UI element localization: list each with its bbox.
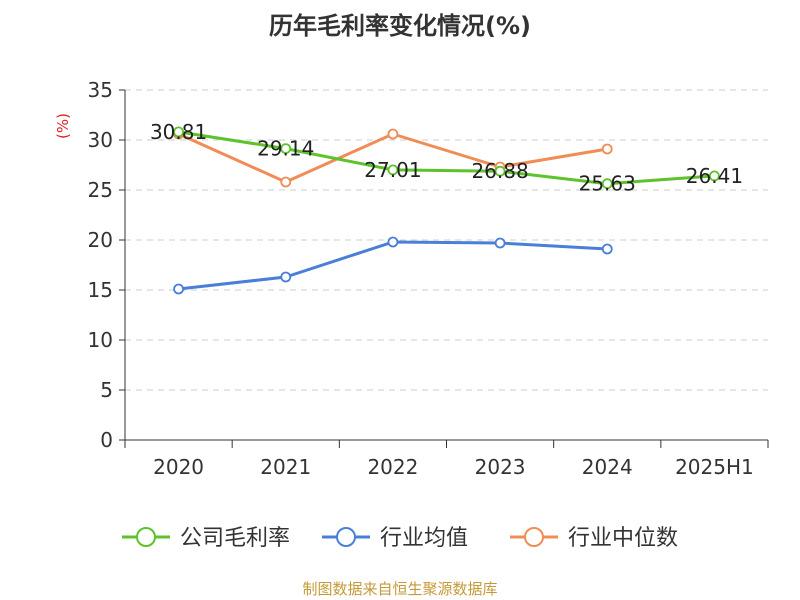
- data-point: [280, 143, 292, 155]
- y-tick-label: 35: [88, 78, 113, 102]
- y-tick-label: 0: [100, 428, 113, 452]
- x-tick-label: 2022: [367, 455, 418, 479]
- y-tick-label: 20: [88, 228, 113, 252]
- x-tick-label: 2025H1: [675, 455, 754, 479]
- chart-title: 历年毛利率变化情况(%): [269, 12, 531, 40]
- legend-label: 公司毛利率: [180, 526, 290, 551]
- data-point: [173, 283, 184, 295]
- y-tick-label: 30: [88, 128, 113, 152]
- series-line: [178, 240, 608, 291]
- data-label: 30.81: [150, 120, 207, 144]
- source-note: 制图数据来自恒生聚源数据库: [302, 580, 498, 598]
- data-label: 27.01: [364, 158, 421, 182]
- x-tick-label: 2023: [475, 455, 526, 479]
- data-point: [494, 165, 506, 177]
- x-tick-label: 2020: [153, 455, 204, 479]
- data-label: 29.14: [257, 137, 314, 161]
- y-tick-label: 15: [88, 278, 113, 302]
- data-point: [387, 164, 399, 176]
- legend-circle-icon: [336, 527, 356, 547]
- data-point: [494, 237, 506, 249]
- legend-item[interactable]: 行业中位数: [510, 526, 678, 551]
- grid-lines: [125, 89, 768, 391]
- data-label: 25.63: [579, 172, 636, 196]
- legend-circle-icon: [136, 527, 156, 547]
- data-label: 26.88: [471, 159, 528, 183]
- legend-label: 行业均值: [380, 526, 468, 551]
- legend-circle-icon: [524, 527, 544, 547]
- data-point: [387, 236, 399, 248]
- data-point: [173, 126, 184, 138]
- data-labels: 30.81 29.14 27.01 26.88 25.63 26.41: [150, 120, 743, 196]
- legend-item[interactable]: 行业均值: [322, 526, 468, 551]
- data-point: [601, 178, 613, 190]
- data-point: [280, 176, 292, 188]
- legend-label: 行业中位数: [568, 526, 678, 551]
- legend-item[interactable]: 公司毛利率: [122, 526, 290, 551]
- data-point: [601, 143, 613, 155]
- y-tick-label: 10: [88, 328, 113, 352]
- y-tick-label: 5: [100, 378, 113, 402]
- data-point: [280, 271, 292, 283]
- y-tick-label: 25: [88, 178, 113, 202]
- data-label: 26.41: [686, 164, 743, 188]
- x-tick-label: 2021: [260, 455, 311, 479]
- data-point: [709, 170, 720, 182]
- series-line: [178, 130, 715, 186]
- legend[interactable]: 公司毛利率 行业均值 行业中位数: [122, 526, 678, 551]
- y-axis-unit-label: (%): [54, 113, 72, 139]
- series: [173, 126, 720, 295]
- data-point: [387, 128, 399, 140]
- axes: 0 5 10 15 20 25 30 35 2020 2021 2022 2023 2024 2025H1: [88, 78, 769, 479]
- data-point: [601, 243, 613, 255]
- x-tick-label: 2024: [582, 455, 633, 479]
